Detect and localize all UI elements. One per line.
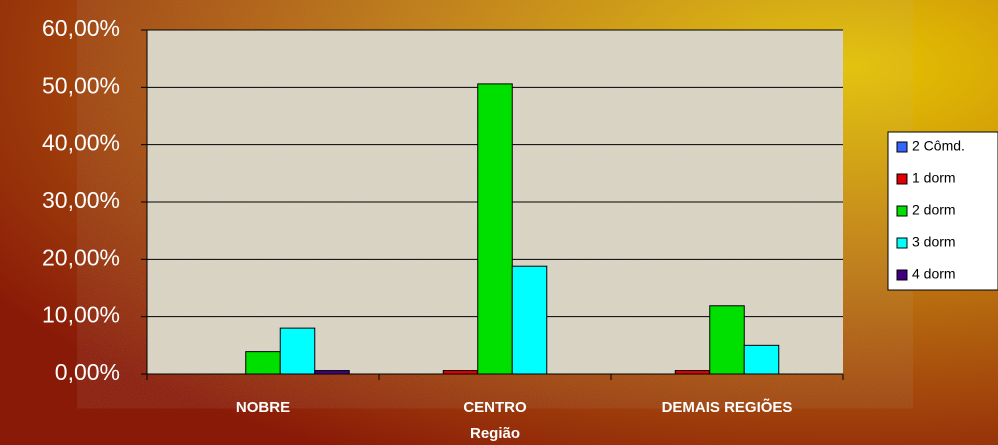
x-tick-label: NOBRE	[236, 399, 290, 416]
legend-swatch	[896, 173, 908, 185]
y-tick-label: 30,00%	[42, 187, 120, 213]
legend-label: 2 Cômd.	[912, 138, 965, 154]
y-tick-label: 20,00%	[42, 244, 120, 270]
x-tick-label: CENTRO	[463, 399, 527, 416]
legend-label: 3 dorm	[912, 234, 956, 250]
legend-swatch	[896, 141, 908, 153]
bar	[477, 83, 513, 375]
legend-label: 2 dorm	[912, 202, 956, 218]
legend-label: 1 dorm	[912, 170, 956, 186]
bar	[674, 370, 711, 375]
legend-label: 4 dorm	[912, 266, 956, 282]
bar	[511, 265, 548, 375]
y-tick-label: 0,00%	[55, 359, 120, 385]
bar	[709, 305, 745, 375]
legend-swatch	[896, 205, 908, 217]
bar	[743, 344, 780, 375]
y-tick-label: 10,00%	[42, 302, 120, 328]
legend-swatch	[896, 269, 908, 281]
y-tick-label: 50,00%	[42, 72, 120, 98]
bar	[245, 351, 281, 375]
x-tick-label: DEMAIS REGIÕES	[662, 398, 793, 416]
y-tick-label: 40,00%	[42, 130, 120, 156]
x-axis-title: Região	[470, 425, 520, 442]
legend-swatch	[896, 237, 908, 249]
bar	[314, 370, 350, 375]
y-tick-label: 60,00%	[42, 15, 120, 41]
bar	[442, 370, 479, 375]
bar	[279, 327, 316, 375]
